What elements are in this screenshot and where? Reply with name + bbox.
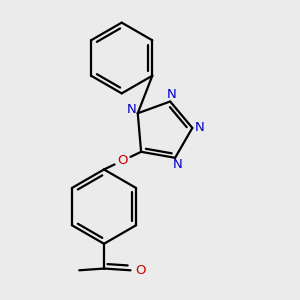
Text: O: O bbox=[135, 264, 145, 277]
Text: N: N bbox=[167, 88, 177, 101]
Text: N: N bbox=[173, 158, 183, 171]
Text: O: O bbox=[117, 154, 128, 167]
Text: N: N bbox=[127, 103, 137, 116]
Text: N: N bbox=[194, 121, 204, 134]
